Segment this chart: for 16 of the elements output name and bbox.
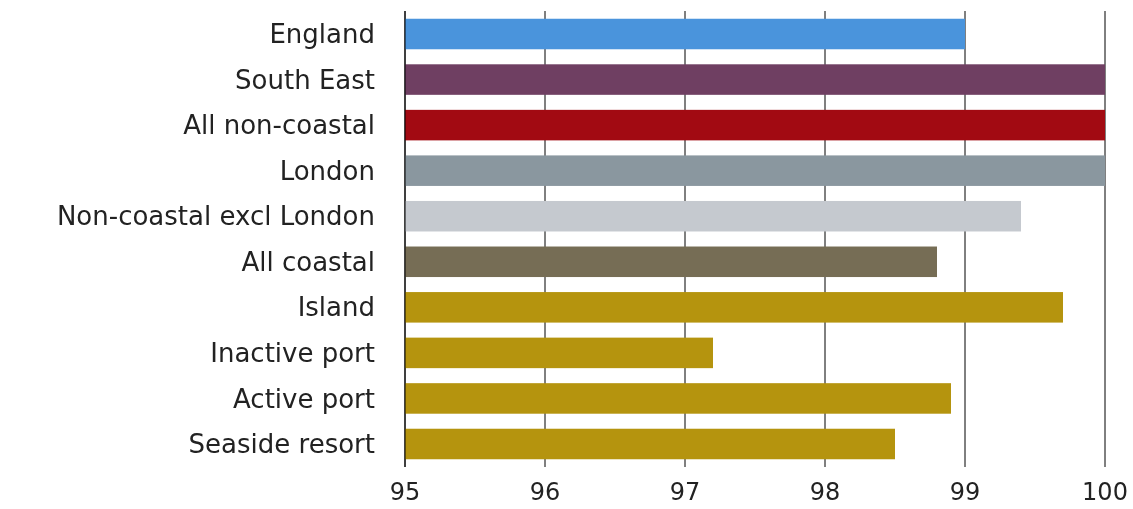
x-tick-label: 95 [389, 478, 421, 506]
y-tick-label: London [279, 155, 375, 186]
y-tick-label: Island [297, 292, 375, 323]
x-tick-label: 98 [809, 478, 841, 506]
y-tick-label: All coastal [241, 246, 375, 277]
y-tick-label: England [269, 19, 375, 50]
y-tick-label: Inactive port [210, 337, 375, 368]
x-tick-label: 96 [529, 478, 561, 506]
x-tick-label: 97 [669, 478, 701, 506]
y-tick-label: Seaside resort [188, 429, 375, 460]
y-tick-label: Non-coastal excl London [56, 201, 375, 232]
x-tick-label: 99 [949, 478, 981, 506]
y-tick-label: All non-coastal [183, 110, 375, 141]
y-tick-label: Active port [233, 383, 375, 414]
y-tick-label: South East [235, 64, 375, 95]
x-tick-label: 100 [1082, 478, 1128, 506]
